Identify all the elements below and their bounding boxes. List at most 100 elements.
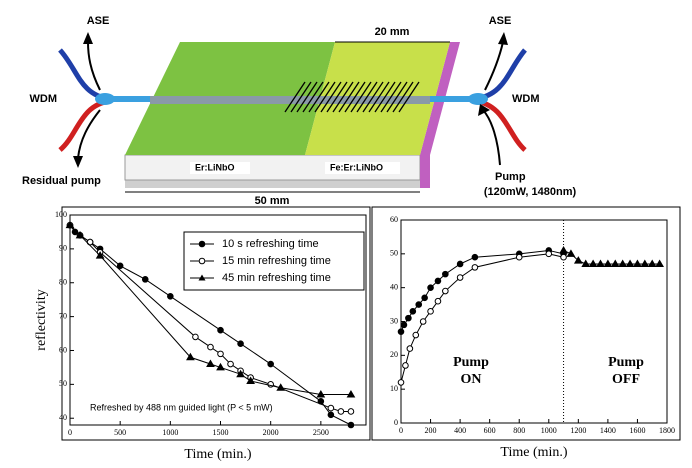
grating — [284, 81, 420, 113]
device-diagram: ASE WDM Residual pump Er:LiNbO Fe:Er:LiN… — [22, 15, 576, 207]
slab-side — [420, 42, 460, 188]
marker — [559, 245, 568, 254]
marker — [640, 259, 650, 267]
marker — [560, 253, 567, 261]
legend-label: 15 min refreshing time — [222, 255, 331, 267]
fiber — [110, 96, 150, 102]
label-box — [190, 162, 250, 174]
marker — [406, 345, 414, 352]
arrow — [87, 41, 101, 91]
x-tick-label: 2500 — [313, 428, 329, 437]
marker — [415, 301, 423, 308]
marker — [471, 264, 479, 271]
marker — [71, 228, 79, 236]
label: Pump — [495, 171, 526, 183]
arrow — [77, 109, 101, 159]
marker — [515, 253, 523, 261]
annotation: ON — [461, 372, 482, 387]
marker — [610, 259, 620, 267]
marker — [347, 408, 355, 415]
marker — [216, 362, 225, 371]
marker — [456, 274, 464, 281]
arrow — [498, 32, 508, 45]
label: ASE — [489, 15, 512, 27]
x-tick-label: 500 — [114, 428, 126, 437]
marker — [236, 369, 245, 378]
y-tick-label: 90 — [59, 244, 67, 253]
marker — [625, 259, 635, 267]
y-tick-label: 50 — [59, 379, 67, 388]
legend-label: 10 s refreshing time — [222, 238, 319, 250]
y-tick-label: 40 — [390, 282, 398, 291]
marker — [402, 362, 409, 369]
annotation: Refreshed by 488 nm guided light (P < 5 … — [90, 402, 273, 412]
fiber — [430, 96, 475, 102]
marker — [246, 376, 255, 384]
x-tick-label: 1000 — [541, 426, 557, 435]
marker — [227, 360, 234, 368]
marker — [427, 308, 434, 315]
marker — [192, 333, 199, 341]
marker — [618, 259, 628, 267]
x-tick-label: 1000 — [162, 428, 178, 437]
marker — [442, 270, 449, 278]
marker — [327, 411, 335, 419]
x-tick-label: 1400 — [600, 426, 616, 435]
label-box — [325, 162, 400, 174]
slab-front — [125, 180, 420, 188]
marker — [545, 250, 553, 258]
x-tick-label: 200 — [425, 426, 437, 435]
marker — [434, 277, 442, 285]
y-tick-label: 60 — [390, 215, 398, 224]
marker — [471, 253, 479, 261]
marker — [421, 294, 428, 302]
marker — [316, 390, 326, 398]
marker — [427, 284, 434, 291]
legend-marker — [198, 240, 206, 248]
y-tick-label: 60 — [59, 345, 67, 354]
panel-frame — [61, 206, 371, 441]
x-axis-label: Time (min.) — [184, 447, 251, 462]
y-tick-label: 70 — [59, 311, 67, 320]
label: Er:LiNbO — [195, 162, 235, 172]
arrow — [484, 41, 504, 91]
marker — [75, 230, 85, 239]
x-tick-label: 1500 — [213, 428, 229, 437]
y-tick-label: 100 — [55, 210, 67, 219]
x-tick-label: 400 — [454, 426, 466, 435]
arrow — [478, 104, 490, 116]
marker — [217, 350, 224, 358]
label: WDM — [30, 93, 58, 105]
marker — [207, 343, 214, 351]
label: ASE — [87, 15, 110, 27]
label: 50 mm — [255, 195, 290, 207]
marker — [603, 259, 613, 267]
panel-frame — [371, 206, 681, 441]
y-tick-label: 30 — [390, 316, 398, 325]
marker — [633, 259, 642, 267]
y-tick-label: 20 — [390, 350, 398, 359]
marker — [588, 259, 598, 267]
plot-area — [69, 214, 367, 426]
y-tick-label: 0 — [394, 418, 398, 427]
x-tick-label: 0 — [399, 426, 403, 435]
x-tick-label: 600 — [484, 426, 496, 435]
marker — [400, 321, 408, 329]
marker — [337, 408, 345, 415]
waveguide — [150, 96, 430, 104]
coupler — [95, 93, 115, 105]
marker — [237, 340, 244, 348]
marker — [65, 220, 75, 229]
marker — [647, 259, 657, 267]
marker — [596, 259, 605, 267]
marker — [573, 256, 583, 264]
marker — [456, 260, 464, 268]
label: Residual pump — [22, 175, 101, 187]
marker — [442, 287, 449, 295]
y-tick-label: 10 — [390, 384, 398, 393]
marker — [412, 331, 420, 339]
marker — [409, 308, 417, 315]
y-axis-label: reflectivity — [34, 289, 49, 350]
arrow — [83, 32, 93, 44]
x-tick-label: 2000 — [263, 428, 279, 437]
